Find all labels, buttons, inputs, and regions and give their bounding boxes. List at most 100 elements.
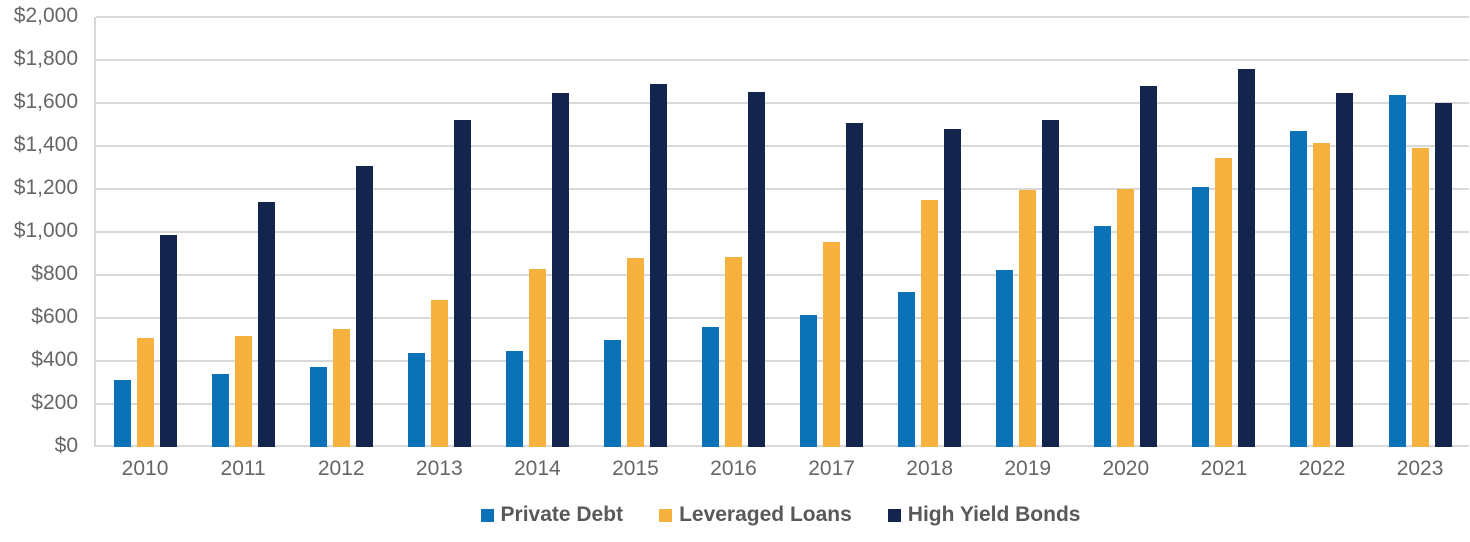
legend-item-private-debt: Private Debt [480,503,624,527]
bar-leveraged-loans-2016 [725,256,742,447]
bar-high-yield-bonds-2018 [944,128,962,447]
bar-high-yield-bonds-2017 [846,123,864,447]
x-axis-tick-label: 2022 [1298,457,1346,480]
y-axis-tick-label: $1,000 [13,219,78,242]
bar-group-2014: 2014 [488,17,586,480]
bar-group-2015: 2015 [586,17,684,480]
bar-group-2017: 2017 [783,17,881,480]
bar-high-yield-bonds-2016 [748,92,765,447]
bar-high-yield-bonds-2013 [453,120,471,447]
bar-group-2012: 2012 [292,17,390,480]
y-axis-tick-label: $1,400 [13,133,78,156]
y-axis: $0 $200 $400 $600 $800 $1,000 $1,200 $1,400 $1,6… [0,4,80,457]
bar-leveraged-loans-2023 [1411,148,1429,447]
gridline [96,145,1469,147]
bar-leveraged-loans-2010 [136,338,154,447]
legend-item-leveraged-loans: Leveraged Loans [659,503,852,527]
bar-leveraged-loans-2019 [1019,190,1037,447]
legend-label: Leveraged Loans [679,503,852,526]
bar-group-2023: 2023 [1371,17,1469,480]
bar-private-debt-2011 [211,373,229,447]
gridline [96,274,1469,276]
bar-private-debt-2019 [996,269,1014,447]
bar-group-2010: 2010 [96,17,194,480]
y-axis-tick-label: $200 [31,391,78,414]
bar-leveraged-loans-2014 [528,268,546,447]
bar-high-yield-bonds-2023 [1434,103,1452,447]
bar-group-2016: 2016 [684,17,782,480]
y-axis-tick-label: $2,000 [13,4,78,27]
bar-leveraged-loans-2017 [823,241,841,447]
bar-high-yield-bonds-2019 [1042,120,1060,447]
bar-group-2013: 2013 [390,17,488,480]
y-axis-tick-label: $1,800 [13,47,78,70]
x-axis-tick-label: 2015 [612,457,659,480]
bar-leveraged-loans-2013 [430,299,448,447]
plot-area: 2010 2011 2012 2013 2014 2015 2016 2017 2018 2019… [94,16,1469,480]
y-axis-tick-label: $1,200 [13,176,78,199]
bar-private-debt-2018 [898,292,916,447]
bar-high-yield-bonds-2021 [1238,68,1256,447]
y-axis-tick-label: $600 [31,305,78,328]
legend-marker-icon [659,508,673,522]
bar-high-yield-bonds-2014 [551,93,569,447]
y-axis-tick-label: $0 [54,434,78,457]
y-axis-tick-label: $400 [31,348,78,371]
bar-private-debt-2017 [800,314,818,447]
gridline [96,360,1469,362]
bar-group-2021: 2021 [1175,17,1273,480]
x-axis-tick-label: 2020 [1102,457,1150,480]
bar-groups: 2010 2011 2012 2013 2014 2015 2016 2017 2018 2019… [96,17,1469,480]
bar-private-debt-2012 [309,367,327,447]
x-axis-tick-label: 2012 [317,457,365,480]
x-axis-tick-label: 2016 [710,457,757,480]
gridline [96,231,1469,233]
gridline [96,403,1469,405]
bar-group-2019: 2019 [979,17,1077,480]
legend-label: Private Debt [500,503,624,526]
bar-high-yield-bonds-2011 [257,201,275,447]
x-axis-tick-label: 2010 [121,457,169,480]
bar-private-debt-2014 [505,351,523,447]
bar-high-yield-bonds-2012 [355,166,373,447]
bar-group-2022: 2022 [1273,17,1371,480]
bar-private-debt-2013 [407,353,425,447]
gridline [96,188,1469,190]
gridline [96,102,1469,104]
x-axis-tick-label: 2013 [415,457,463,480]
bar-private-debt-2010 [113,380,131,447]
legend: Private Debt Leveraged Loans High Yield Bo… [94,503,1467,527]
legend-marker-icon [887,508,901,522]
bar-leveraged-loans-2020 [1117,189,1135,447]
bar-group-2020: 2020 [1077,17,1175,480]
x-axis-line [96,445,1469,447]
bar-leveraged-loans-2015 [626,257,644,447]
x-axis-tick-label: 2018 [906,457,954,480]
bar-private-debt-2020 [1094,225,1112,447]
bar-leveraged-loans-2011 [234,336,252,447]
legend-marker-icon [480,508,494,522]
bar-group-2011: 2011 [194,17,292,480]
bar-leveraged-loans-2022 [1313,142,1331,447]
y-axis-tick-label: $800 [31,262,78,285]
bar-leveraged-loans-2021 [1215,157,1233,447]
bar-private-debt-2021 [1192,186,1210,447]
x-axis-tick-label: 2023 [1396,457,1444,480]
y-axis-tick-label: $1,600 [13,90,78,113]
bar-private-debt-2015 [603,339,621,447]
bar-leveraged-loans-2018 [921,199,939,447]
bar-group-2018: 2018 [881,17,979,480]
gridline [96,59,1469,61]
bar-high-yield-bonds-2022 [1336,93,1354,447]
bar-private-debt-2016 [702,326,719,447]
legend-label: High Yield Bonds [907,503,1081,526]
x-axis-tick-label: 2014 [513,457,561,480]
x-axis-tick-label: 2021 [1200,457,1248,480]
bar-leveraged-loans-2012 [332,328,350,447]
bar-high-yield-bonds-2020 [1140,85,1158,447]
x-axis-tick-label: 2011 [220,457,266,480]
gridline [96,317,1469,319]
bar-high-yield-bonds-2015 [649,83,667,447]
bar-private-debt-2023 [1388,95,1406,447]
gridline [96,16,1469,18]
